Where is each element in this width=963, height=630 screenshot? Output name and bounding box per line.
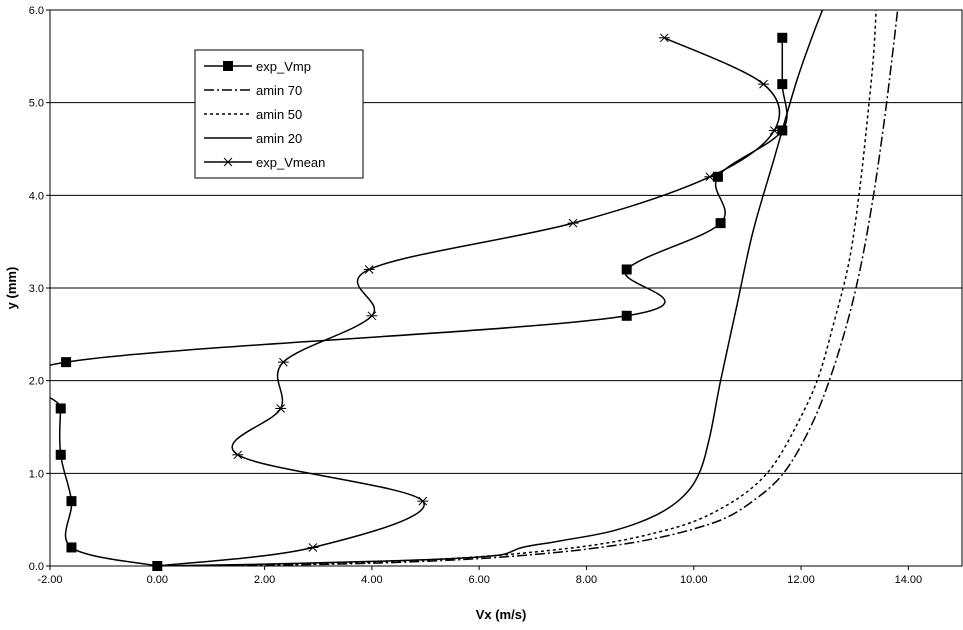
y-tick-label-4: 4.0 xyxy=(29,190,44,202)
series-markers xyxy=(55,32,788,571)
x-tick-label-7: 12.00 xyxy=(787,574,815,586)
x-tick-label-2: 2.00 xyxy=(254,574,275,586)
x-tick-label-0: -2.00 xyxy=(37,574,62,586)
point-exp-vmean-1 xyxy=(307,543,319,552)
point-exp-vmean-2 xyxy=(417,496,429,506)
legend-label-amin-70: amin 70 xyxy=(256,83,302,98)
x-tick-label-4: 6.00 xyxy=(468,574,489,586)
point-exp-vmean-7 xyxy=(363,265,375,274)
point-exp-vmean-5 xyxy=(277,357,289,367)
series-line-exp-vmp xyxy=(50,37,788,566)
point-exp-vmean-8 xyxy=(567,218,579,228)
point-exp-vmp-4 xyxy=(55,403,66,414)
x-tick-label-1: 0.00 xyxy=(147,574,168,586)
legend-marker-exp-vmean xyxy=(222,157,234,167)
point-exp-vmean-3 xyxy=(232,450,244,460)
series-line-amin-70 xyxy=(157,10,899,566)
point-exp-vmean-11 xyxy=(758,79,770,89)
legend-label-exp-vmp: exp_Vmp xyxy=(256,59,311,74)
x-tick-label-8: 14.00 xyxy=(895,574,923,586)
y-tick-label-0: 0.0 xyxy=(29,561,44,573)
series-lines xyxy=(50,10,899,566)
point-exp-vmp-10 xyxy=(777,125,788,136)
y-tick-label-3: 3.0 xyxy=(29,283,44,295)
point-exp-vmp-3 xyxy=(55,449,66,460)
series-line-exp-vmean xyxy=(157,37,781,566)
x-axis-title: Vx (m/s) xyxy=(476,607,527,622)
y-tick-label-1: 1.0 xyxy=(29,468,44,480)
point-exp-vmean-10 xyxy=(768,126,780,135)
point-exp-vmp-6 xyxy=(621,310,632,321)
x-tick-label-6: 10.00 xyxy=(680,574,708,586)
legend-label-amin-50: amin 50 xyxy=(256,107,302,122)
legend-label-exp-vmean: exp_Vmean xyxy=(256,155,325,170)
point-exp-vmean-4 xyxy=(275,404,287,413)
x-tick-label-3: 4.00 xyxy=(361,574,382,586)
point-exp-vmp-9 xyxy=(712,171,723,182)
y-axis-title: y (mm) xyxy=(4,267,19,310)
legend-label-amin-20: amin 20 xyxy=(256,131,302,146)
point-exp-vmp-12 xyxy=(777,32,788,43)
series-line-amin-20 xyxy=(157,10,824,566)
point-exp-vmean-0 xyxy=(151,561,163,571)
point-exp-vmean-12 xyxy=(658,33,670,43)
point-exp-vmp-2 xyxy=(66,496,77,507)
y-tick-label-5: 5.0 xyxy=(29,98,44,110)
x-tick-label-5: 8.00 xyxy=(576,574,597,586)
point-exp-vmp-5 xyxy=(61,357,72,368)
point-exp-vmp-8 xyxy=(715,218,726,229)
point-exp-vmean-6 xyxy=(366,311,378,321)
point-exp-vmp-7 xyxy=(621,264,632,275)
point-exp-vmp-1 xyxy=(66,542,77,553)
x-axis-ticks: -2.00 0.00 2.00 4.00 6.00 8.00 10.00 12.00 14.00 xyxy=(37,566,922,586)
gridlines xyxy=(50,102,962,474)
legend-marker-exp-vmp xyxy=(223,61,233,71)
y-tick-label-2: 2.0 xyxy=(29,376,44,388)
point-exp-vmp-11 xyxy=(777,79,788,90)
y-axis-ticks: 0.0 1.0 2.0 3.0 4.0 5.0 6.0 xyxy=(29,5,50,573)
y-tick-label-6: 6.0 xyxy=(29,5,44,17)
point-exp-vmean-9 xyxy=(704,172,716,182)
